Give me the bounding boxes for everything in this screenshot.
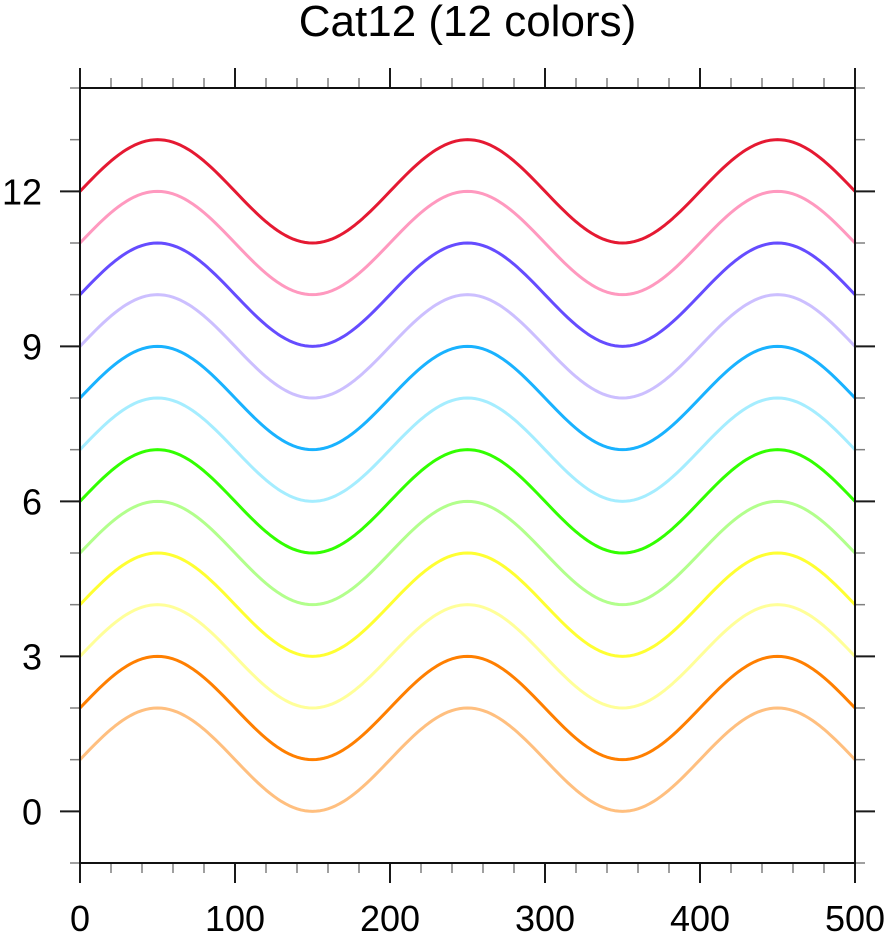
y-tick-label: 9 [22,326,42,367]
labels-group: 0 100 200 300 400 500 0 3 6 9 12 [2,171,884,935]
x-tick-label: 300 [515,898,575,935]
chart-title: Cat12 (12 colors) [299,0,636,46]
series-line-light-yellow [78,603,857,710]
x-tick-label: 200 [360,898,420,935]
y-tick-label: 3 [22,636,42,677]
series-group [78,138,857,813]
x-tick-label: 500 [825,898,884,935]
y-tick-label: 6 [22,481,42,522]
y-tick-label: 12 [2,171,42,212]
series-line-yellow [78,551,857,658]
series-line-pink [78,189,857,297]
y-tick-label: 0 [22,791,42,832]
series-line-light-green [78,499,857,607]
series-line-orange [78,654,857,762]
axes-group [60,68,875,883]
plot-frame [79,87,856,864]
series-line-red [78,138,857,245]
series-line-violet [78,241,857,348]
x-tick-label: 400 [670,898,730,935]
x-tick-label: 100 [205,898,265,935]
series-line-light-cyan [78,396,857,503]
series-line-light-purple [78,293,857,400]
x-tick-label: 0 [70,898,90,935]
series-line-green [78,448,857,555]
series-line-blue [78,344,857,452]
series-line-light-orange [78,706,857,813]
